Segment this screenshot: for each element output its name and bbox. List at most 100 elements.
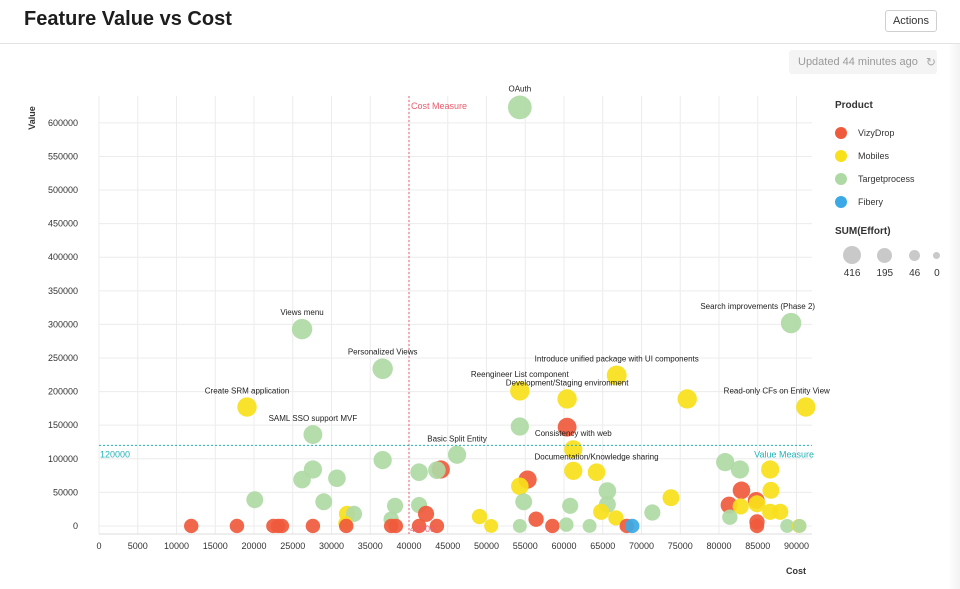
cost-measure-value: 40000 [410,524,435,534]
size-legend-slot [900,249,928,261]
data-point [722,509,738,525]
size-legend-slot [869,247,900,263]
point-label: Read-only CFs on Entity View [724,386,830,395]
data-point [792,518,807,533]
data-point [339,518,354,534]
y-tick-label: 200000 [48,387,78,397]
y-tick-label: 250000 [48,353,78,363]
legend-item[interactable]: Mobiles [835,144,945,167]
data-point [291,318,313,340]
data-point [732,498,749,515]
x-tick-label: 40000 [396,541,421,551]
refresh-icon[interactable]: ↻ [925,55,936,69]
data-point [484,518,499,533]
data-point [184,518,199,534]
y-axis-label: Value [27,106,37,130]
data-point [606,365,627,386]
data-point [593,503,610,520]
data-point [386,497,404,514]
actions-button[interactable]: Actions [885,10,937,32]
size-legend-circle [843,246,862,264]
y-tick-label: 0 [73,521,78,531]
point-label: Documentation/Knowledge sharing [535,452,659,461]
data-point [748,495,766,513]
data-point [303,425,323,444]
legend-swatch [835,195,847,208]
point-label: Development/Staging environment [506,378,630,387]
data-point [562,497,579,514]
color-legend-items: VizyDrop Mobiles Targetprocess Fibery [835,121,945,213]
point-label: Create SRM application [205,386,289,395]
data-point [598,482,617,500]
data-point [730,460,750,479]
x-tick-label: 5000 [128,541,148,551]
x-tick-label: 15000 [203,541,228,551]
data-point [510,417,529,436]
data-point [732,481,751,500]
data-point [624,518,640,534]
scroll-edge-shadow [948,44,960,589]
legend-item[interactable]: Targetprocess [835,167,945,190]
updated-text: Updated 44 minutes ago [798,56,918,68]
point-label: OAuth [508,85,531,94]
data-point [608,510,624,526]
point-label: Search improvements (Phase 2) [700,302,815,311]
legend-label: Targetprocess [858,173,915,184]
data-point [716,453,735,472]
legend-item[interactable]: VizyDrop [835,121,945,144]
legend-swatch [835,172,847,185]
cost-measure-label: Cost Measure [411,101,467,111]
data-point [305,518,321,534]
data-point [293,470,311,489]
y-tick-label: 500000 [48,185,78,195]
x-tick-label: 85000 [745,541,770,551]
data-point [761,460,780,479]
size-legend-title: SUM(Effort) [835,226,891,237]
point-label: Consistency with web [535,429,612,438]
y-tick-label: 300000 [48,319,78,329]
data-point [780,312,802,334]
updated-status: Updated 44 minutes ago ↻ [789,50,937,74]
y-tick-label: 450000 [48,219,78,229]
data-point [512,518,527,533]
data-point [644,504,661,521]
point-label: Reengineer List component [471,370,570,379]
legend-label: VizyDrop [858,127,895,138]
size-legend-labels: 416 195 46 0 [835,268,945,279]
data-point [582,518,597,533]
data-point [587,463,606,481]
data-point [511,477,529,496]
point-label: Basic Split Entity [427,435,487,444]
point-label: Personalized Views [348,348,418,357]
y-tick-label: 50000 [53,487,78,497]
legend-label: Mobiles [858,150,890,161]
data-point [507,95,532,120]
size-legend-circle [933,251,941,259]
x-tick-label: 75000 [668,541,693,551]
data-point [528,511,544,527]
data-point [429,518,445,534]
data-point [749,518,765,534]
data-point [662,489,680,507]
legend-item[interactable]: Fibery [835,190,945,213]
data-point [557,389,577,409]
x-tick-label: 50000 [474,541,499,551]
size-legend-circle [877,247,893,263]
size-legend-value: 416 [843,268,861,279]
x-tick-label: 80000 [706,541,731,551]
value-measure-value: 120000 [100,449,130,459]
data-point [677,389,697,409]
y-tick-label: 150000 [48,420,78,430]
data-point [564,461,583,480]
x-axis-label: Cost [786,566,806,576]
size-legend-slot [929,251,945,259]
data-point [772,503,789,520]
data-point [411,518,427,534]
x-tick-label: 65000 [590,541,615,551]
data-point [237,397,257,417]
point-label: SAML SSO support MVF [269,414,358,423]
x-tick-label: 25000 [280,541,305,551]
legend-label: Fibery [858,196,884,207]
data-point [229,518,245,534]
point-label: Introduce unified package with UI compon… [535,354,699,363]
